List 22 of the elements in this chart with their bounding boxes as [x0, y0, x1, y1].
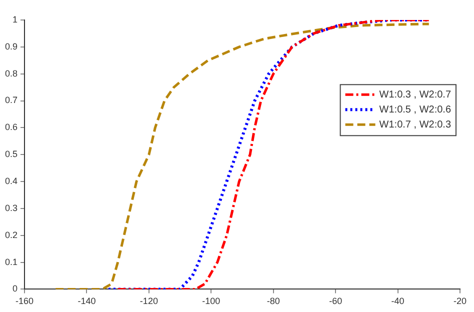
y-tick-label: 0.4	[4, 176, 18, 186]
y-tick-label: 0.9	[4, 41, 18, 52]
x-tick-label: -140	[78, 296, 96, 306]
x-tick-label: -80	[266, 296, 280, 306]
y-tick-label: 1	[12, 14, 18, 24]
y-tick-label: 0.8	[4, 68, 18, 78]
legend-label: W1:0.5 , W2:0.6	[379, 104, 452, 116]
x-tick-label: -40	[391, 296, 404, 306]
y-tick-label: 0.2	[4, 230, 18, 240]
y-tick-label: 0.5	[4, 149, 18, 160]
legend-label: W1:0.3 , W2:0.7	[379, 89, 452, 100]
legend-label: W1:0.7 , W2:0.3	[379, 119, 452, 130]
y-tick-label: 0.3	[4, 202, 18, 213]
x-tick-label: -160	[16, 296, 34, 306]
x-tick-label: -120	[140, 296, 158, 306]
y-tick-label: 0	[12, 284, 18, 294]
x-tick-label: -100	[202, 296, 220, 306]
y-tick-label: 0.6	[4, 122, 18, 132]
y-tick-label: 0.1	[4, 256, 18, 267]
x-tick-label: -60	[329, 296, 342, 306]
x-tick-label: -20	[453, 296, 467, 306]
y-tick-label: 0.7	[4, 95, 18, 106]
